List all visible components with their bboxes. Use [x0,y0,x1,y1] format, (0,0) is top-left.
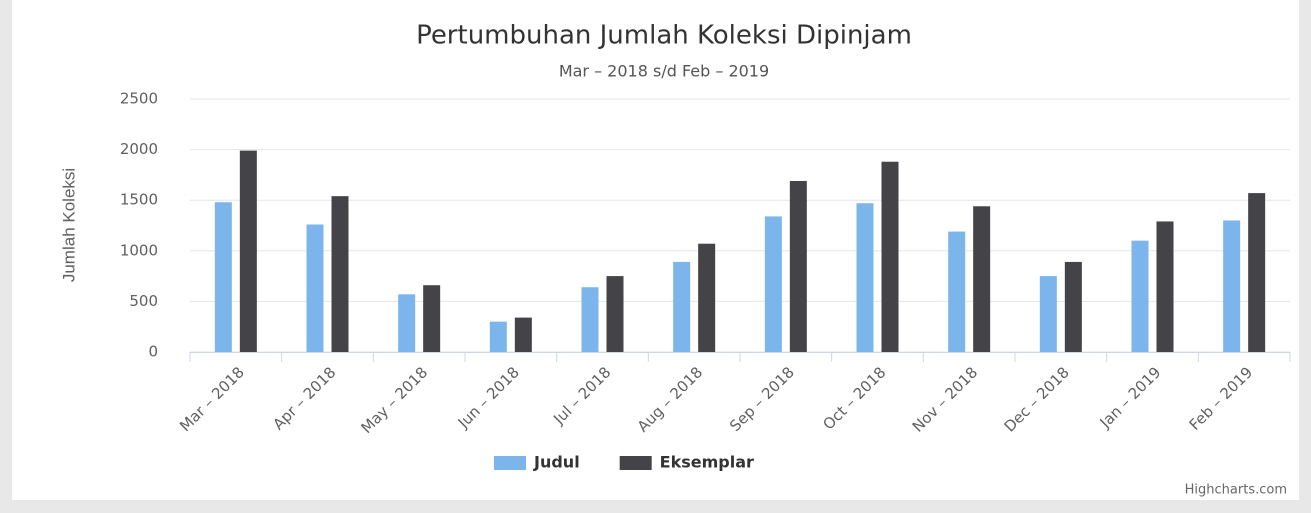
y-tick-label: 1000 [120,241,158,259]
bar [606,276,624,352]
y-tick-label: 2000 [120,140,158,158]
bar [306,224,324,352]
bar [856,203,874,352]
legend-swatch [619,456,652,470]
bar [764,216,782,352]
bar [214,202,232,352]
chart-title: Pertumbuhan Jumlah Koleksi Dipinjam [416,21,912,51]
bar [1248,193,1266,352]
bar [581,287,599,352]
bar [489,321,507,352]
bar [789,180,807,352]
y-tick-label: 1500 [120,191,158,209]
legend-label: Judul [533,453,580,472]
legend-label: Eksemplar [660,453,754,472]
legend-swatch [494,456,526,470]
bar [423,285,441,352]
y-tick-label: 500 [129,292,158,310]
bar [398,294,416,352]
bar [673,261,691,352]
bar [881,161,899,352]
bar [698,243,716,352]
bar [1131,240,1149,352]
bar [1064,261,1082,352]
credits: Highcharts.com [1185,483,1287,498]
bar [948,231,966,352]
chart-subtitle: Mar – 2018 s/d Feb – 2019 [559,62,769,81]
bar [1156,221,1174,352]
y-tick-label: 0 [148,343,158,361]
bar [1039,276,1057,352]
bar [331,196,349,352]
bar [973,206,991,352]
bar [1223,220,1241,352]
bar [239,150,257,352]
y-tick-label: 2500 [120,90,158,108]
bar [514,317,532,352]
y-axis-title: Jumlah Koleksi [59,168,78,282]
